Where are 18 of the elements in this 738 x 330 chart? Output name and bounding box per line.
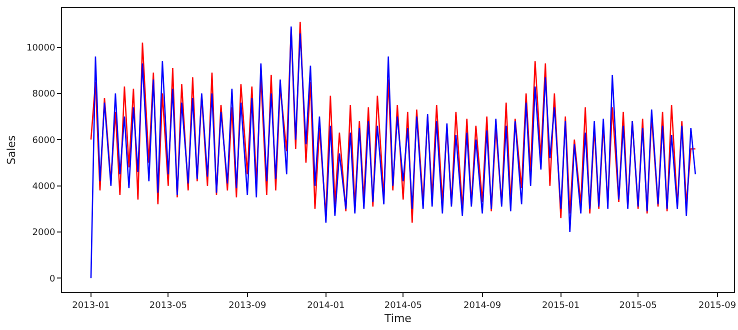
y-tick-label: 4000 (32, 182, 56, 192)
y-tick-label: 10000 (26, 43, 56, 54)
x-tick-label: 2015-09 (698, 300, 736, 311)
y-tick-label: 2000 (32, 228, 56, 238)
x-axis-title: Time (384, 312, 412, 325)
x-tick-label: 2013-09 (228, 300, 266, 311)
y-tick-label: 8000 (32, 90, 56, 100)
x-tick-label: 2015-01 (542, 300, 580, 311)
x-tick-label: 2015-05 (619, 300, 657, 311)
x-tick-label: 2014-01 (307, 300, 345, 311)
y-tick-label: 0 (49, 274, 56, 284)
x-tick-label: 2014-09 (464, 300, 502, 311)
x-tick-label: 2013-05 (149, 300, 188, 311)
x-tick-label: 2014-05 (384, 300, 422, 311)
x-tick-label: 2013-01 (72, 300, 110, 311)
line-series (90, 26, 696, 279)
y-axis-title: Sales (5, 135, 18, 165)
y-tick-label: 6000 (32, 136, 56, 146)
